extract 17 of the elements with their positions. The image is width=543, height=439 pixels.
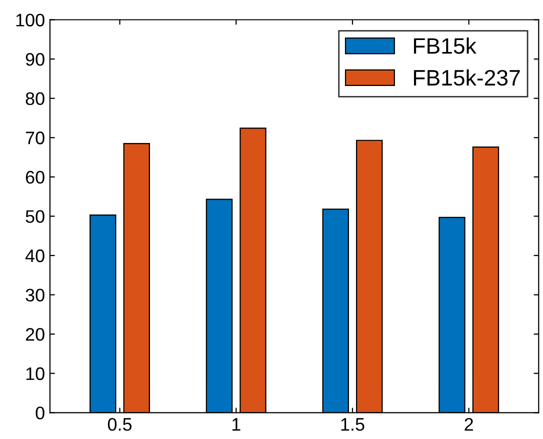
legend-label: FB15k (414, 38, 476, 54)
x-tick-label: 0.5 (108, 418, 132, 431)
y-tick-label: 70 (26, 132, 44, 144)
x-tick-label: 1 (232, 418, 240, 431)
y-tick-label: 30 (26, 288, 44, 302)
y-tick-label: 60 (26, 170, 44, 184)
y-tick-label: 10 (26, 367, 44, 380)
y-tick-label: 40 (25, 249, 44, 262)
y-tick-label: 90 (26, 52, 44, 66)
y-tick-label: 50 (26, 210, 44, 223)
y-tick-label: 20 (26, 328, 44, 341)
y-tick-label: 100 (16, 14, 44, 26)
legend-label: FB15k-237 (414, 69, 520, 86)
y-tick-label: 0 (36, 406, 44, 420)
y-tick-label: 80 (26, 92, 44, 106)
x-tick-label: 2 (464, 418, 473, 431)
x-tick-label: 1.5 (341, 418, 364, 431)
